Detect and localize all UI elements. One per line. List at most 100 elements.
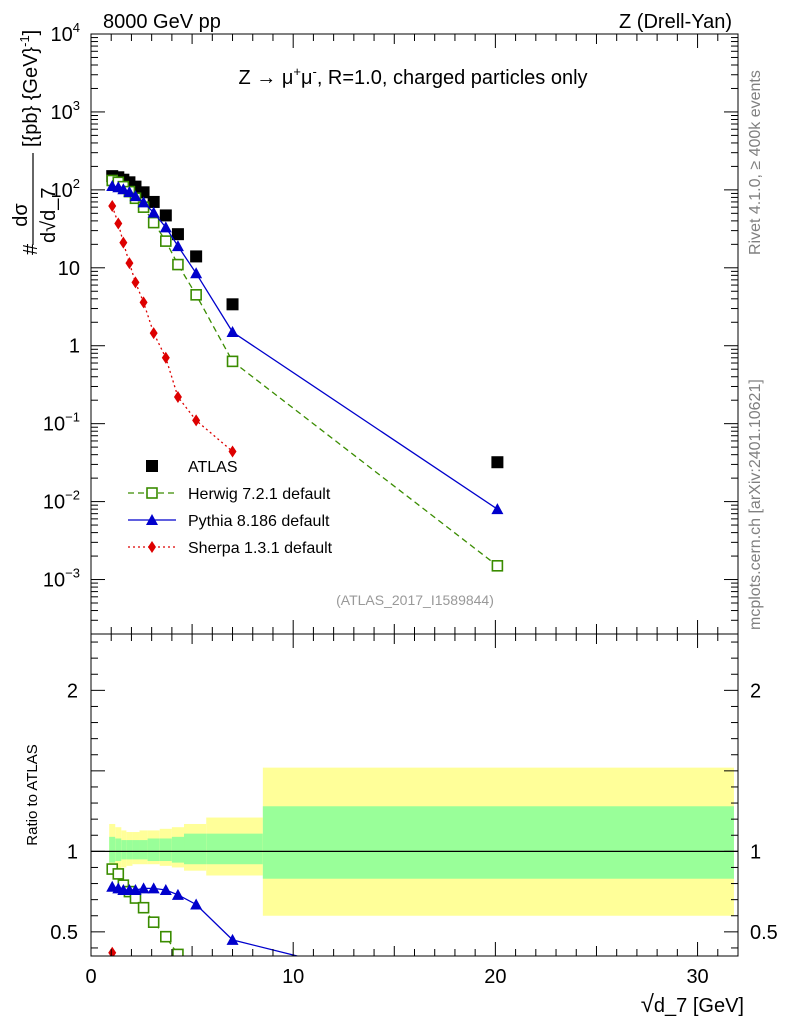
- legend-label: ATLAS: [188, 459, 238, 476]
- y-tick-label: 1: [69, 336, 80, 358]
- legend-marker: [146, 514, 158, 525]
- data-point: [147, 195, 160, 208]
- ratio-y-tick-label-right: 0.5: [750, 922, 778, 944]
- y-tick-exp: 2: [73, 176, 80, 191]
- data-point: [114, 217, 123, 230]
- data-point: [123, 185, 136, 197]
- legend-entry: Herwig 7.2.1 default: [128, 486, 331, 503]
- side-rivet: Rivet 4.1.0, ≥ 400k events: [747, 70, 764, 255]
- data-point: [228, 445, 237, 458]
- svg-text:d√d_7: d√d_7: [38, 188, 60, 243]
- ratio-y-tick-label-right: 1: [750, 841, 761, 863]
- ratio-point: [137, 901, 150, 914]
- y-tick-label: 10−3: [43, 566, 80, 592]
- ratio-point: [137, 882, 150, 894]
- data-point: [172, 258, 184, 271]
- data-point: [226, 326, 239, 338]
- data-point: [119, 236, 128, 249]
- data-point: [171, 228, 184, 241]
- ylabel-den-d: d: [38, 232, 60, 243]
- ylabel-rest: [{pb} {GeV}: [20, 47, 42, 147]
- y-tick-label: 102: [51, 176, 80, 202]
- legend-entry: Pythia 8.186 default: [128, 513, 330, 530]
- svg-text:[{pb} {GeV}-1]: [{pb} {GeV}-1]: [17, 30, 42, 147]
- ylabel-close: ]: [20, 30, 42, 36]
- y-tick-base: 10: [43, 492, 65, 514]
- legend-entry: ATLAS: [146, 459, 238, 476]
- uncertainty-band-green: [171, 836, 185, 863]
- uncertainty-band-green: [115, 838, 122, 862]
- y-tick-base: 10: [43, 570, 65, 592]
- legend-marker: [146, 487, 158, 499]
- uncertainty-band-green: [159, 838, 172, 862]
- x-tick-label: 30: [686, 966, 708, 988]
- watermark: (ATLAS_2017_I1589844): [336, 592, 494, 608]
- uncertainty-band-green: [147, 838, 160, 862]
- data-point: [491, 456, 504, 469]
- data-point: [147, 216, 160, 229]
- y-tick-base: 10: [51, 102, 73, 124]
- title-sup2: -: [312, 64, 316, 79]
- data-point: [161, 351, 170, 364]
- y-tick-base: 10: [58, 258, 80, 280]
- x-tick-label: 10: [282, 966, 304, 988]
- legend-label: Sherpa 1.3.1 default: [188, 540, 333, 557]
- y-tick-base: 1: [69, 336, 80, 358]
- data-point: [117, 183, 130, 195]
- title-post: , R=1.0, charged particles only: [317, 67, 588, 89]
- ratio-series: [106, 863, 298, 956]
- data-point: [139, 296, 148, 309]
- y-tick-base: 10: [51, 24, 73, 46]
- ylabel-den-root: √: [38, 221, 60, 232]
- y-tick-label: 103: [51, 98, 80, 124]
- xlabel-root: √: [641, 991, 655, 1018]
- legend-marker: [146, 460, 158, 472]
- data-point: [192, 414, 201, 427]
- y-tick-label: 104: [51, 20, 80, 46]
- ylabel-rest-sup: -1: [17, 35, 32, 47]
- series-atlas: [106, 170, 504, 469]
- y-tick-base: 10: [51, 180, 73, 202]
- y-tick-label: 10−2: [43, 488, 80, 514]
- data-point: [159, 221, 172, 233]
- ratio-point: [190, 898, 203, 910]
- y-tick-exp: −2: [65, 488, 80, 503]
- ratio-y-tick-label-right: 2: [750, 680, 761, 702]
- title-sup1: +: [293, 64, 301, 79]
- xlabel-var: d_7: [654, 995, 687, 1017]
- legend: ATLAS Herwig 7.2.1 default Pythia 8.186 de…: [128, 459, 333, 557]
- data-point: [171, 240, 184, 252]
- header-right: Z (Drell-Yan): [619, 11, 732, 33]
- ylabel-hash: #: [20, 243, 42, 255]
- data-point: [159, 209, 172, 222]
- ratio-point: [108, 946, 117, 956]
- legend-label: Pythia 8.186 default: [188, 513, 330, 530]
- data-point: [131, 276, 140, 289]
- main-title: Z → μ+μ-, R=1.0, charged particles only: [238, 64, 587, 89]
- y-tick-exp: −1: [65, 410, 80, 425]
- data-point: [190, 267, 203, 279]
- ratio-point: [159, 883, 172, 895]
- uncertainty-band-green: [132, 840, 140, 860]
- uncertainty-band-green: [206, 833, 263, 865]
- data-point: [491, 503, 504, 515]
- data-point: [149, 327, 158, 340]
- data-point: [108, 200, 117, 213]
- data-point: [147, 206, 160, 218]
- data-point: [226, 298, 239, 311]
- ratio-point: [147, 882, 160, 894]
- data-point: [125, 257, 134, 270]
- xlabel-unit: [GeV]: [687, 995, 744, 1017]
- y-tick-exp: 4: [73, 20, 80, 35]
- y-tick-label: 10: [58, 258, 80, 280]
- ratio-point: [226, 933, 239, 945]
- x-tick-label: 20: [484, 966, 506, 988]
- ratio-series-pythia-8-186-default: [106, 880, 298, 956]
- legend-marker: [148, 541, 156, 553]
- y-tick-exp: −3: [65, 566, 80, 581]
- title-mid: μ: [301, 67, 313, 89]
- data-point: [160, 235, 172, 247]
- ratio-point: [171, 888, 184, 900]
